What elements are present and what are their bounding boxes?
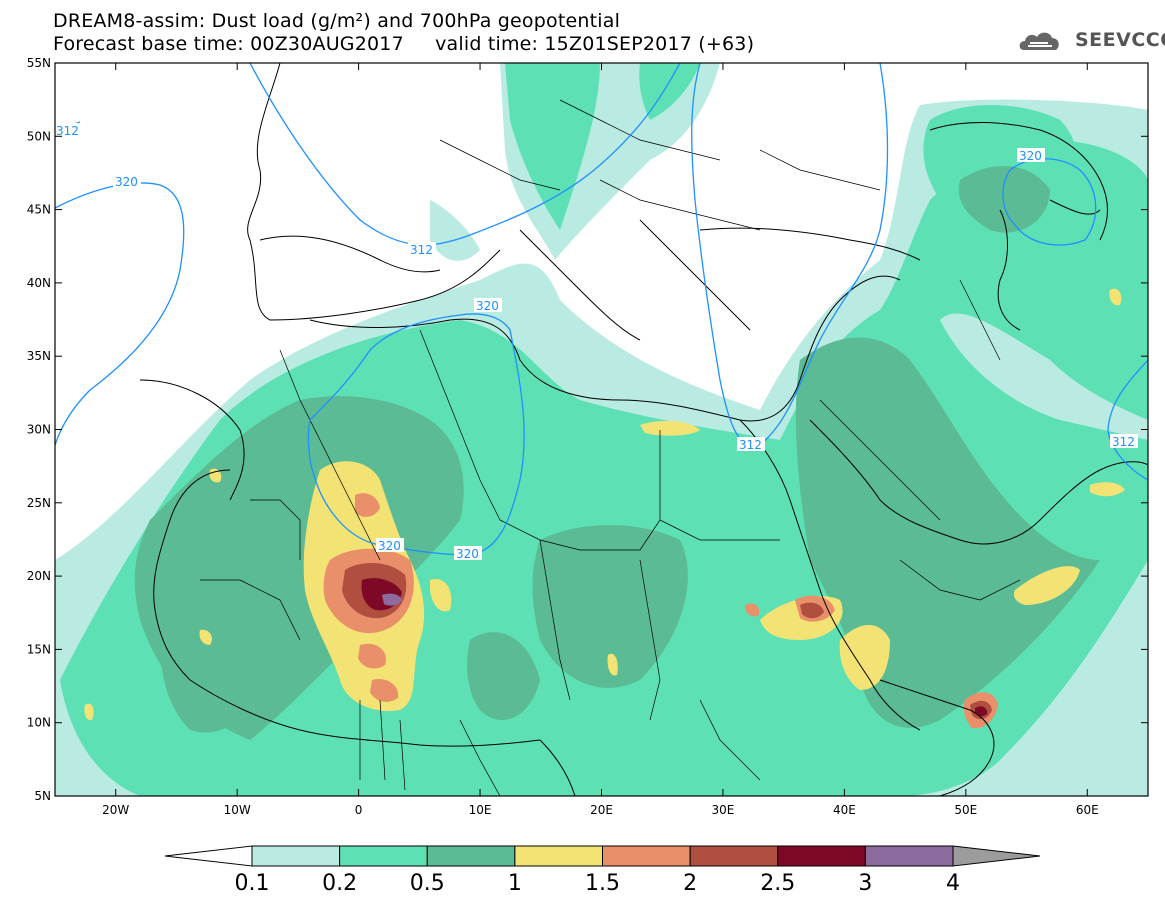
longitude-axis: 20W 10W 0 10E 20E 30E 40E 50E 60E <box>102 63 1099 817</box>
lat-tick-label: 20N <box>27 569 51 583</box>
svg-text:320: 320 <box>378 539 401 553</box>
colorbar-swatch-high <box>952 845 1041 867</box>
colorbar-level-label: 1.5 <box>585 871 620 896</box>
country-borders <box>200 99 1021 796</box>
svg-text:320: 320 <box>115 175 138 189</box>
colorbar-swatch <box>864 845 954 867</box>
forecast-time-subtitle: Forecast base time: 00Z30AUG2017 valid t… <box>53 33 755 55</box>
lat-tick-label: 10N <box>27 716 51 730</box>
lat-tick-label: 30N <box>27 423 51 437</box>
colorbar-level-label: 0.1 <box>234 871 270 896</box>
colorbar-level-label: 2 <box>683 871 698 896</box>
seevccc-logo-text: SEEVCCC <box>1075 29 1165 51</box>
cloud-icon <box>1019 32 1059 50</box>
lon-tick-label: 10W <box>224 803 251 817</box>
colorbar-level-label: 2.5 <box>760 871 796 896</box>
colorbar-swatch-low <box>164 845 253 867</box>
svg-text:312: 312 <box>56 124 79 138</box>
lat-tick-label: 55N <box>27 56 51 70</box>
contour-labels: 312 320 312 320 320 320 320 312 312 <box>55 123 1138 561</box>
colorbar <box>164 845 1041 867</box>
colorbar-swatch <box>514 845 603 867</box>
lat-tick-label: 40N <box>27 276 51 290</box>
lat-tick-label: 50N <box>27 129 51 143</box>
coastlines <box>139 63 1148 796</box>
svg-text:312: 312 <box>1112 435 1135 449</box>
lon-tick-label: 40E <box>833 803 856 817</box>
map-title: DREAM8-assim: Dust load (g/m²) and 700hP… <box>53 10 621 32</box>
lat-tick-label: 5N <box>34 789 51 803</box>
contour-label: 320 <box>454 546 482 561</box>
contour-label: 312 <box>408 242 436 257</box>
lat-tick-label: 25N <box>27 496 51 510</box>
svg-text:312: 312 <box>410 243 433 257</box>
contour-label: 320 <box>376 538 404 553</box>
lat-tick-label: 35N <box>27 349 51 363</box>
svg-text:320: 320 <box>456 547 479 561</box>
contour-label: 320 <box>474 298 502 313</box>
lon-tick-label: 50E <box>954 803 977 817</box>
contour-label: 312 <box>1110 434 1138 449</box>
colorbar-swatch <box>339 845 428 867</box>
lat-tick-label: 15N <box>27 642 51 656</box>
svg-text:320: 320 <box>1019 149 1042 163</box>
colorbar-swatch <box>602 845 691 867</box>
colorbar-level-label: 3 <box>858 871 873 896</box>
colorbar-swatch <box>251 845 341 867</box>
colorbar-swatch <box>777 845 866 867</box>
contour-label: 320 <box>1017 148 1045 163</box>
svg-text:320: 320 <box>476 299 499 313</box>
lon-tick-label: 60E <box>1076 803 1099 817</box>
contour-label: 312 <box>55 123 79 138</box>
contour-label: 320 <box>113 174 141 189</box>
dust-level-3 <box>382 593 402 606</box>
lon-tick-label: 0 <box>355 803 363 817</box>
contour-label: 312 <box>737 437 765 452</box>
colorbar-swatch <box>426 845 516 867</box>
lon-tick-label: 10E <box>469 803 492 817</box>
lon-tick-label: 20W <box>102 803 129 817</box>
svg-text:312: 312 <box>739 438 762 452</box>
lon-tick-label: 30E <box>712 803 735 817</box>
latitude-axis: 55N 50N 45N 40N 35N 30N 25N 20N 15N 10N 5N <box>27 56 1148 803</box>
colorbar-level-label: 4 <box>946 871 960 896</box>
colorbar-level-label: 0.5 <box>409 871 445 896</box>
lon-tick-label: 20E <box>590 803 613 817</box>
colorbar-level-label: 0.2 <box>322 871 358 896</box>
lat-tick-label: 45N <box>27 203 51 217</box>
colorbar-level-label: 1 <box>507 871 522 896</box>
colorbar-swatch <box>689 845 779 867</box>
